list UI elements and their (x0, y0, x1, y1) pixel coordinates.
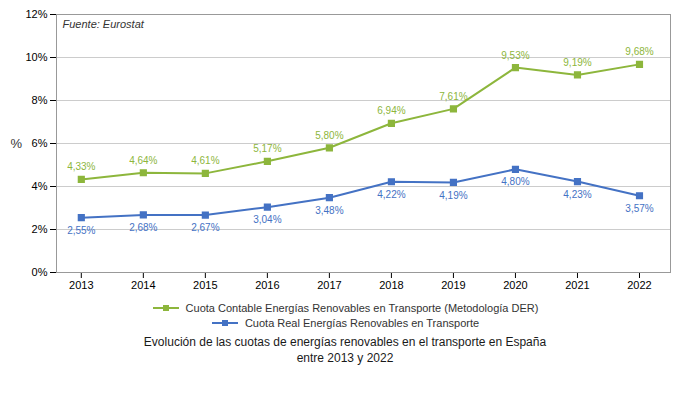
svg-text:9,53%: 9,53% (501, 50, 529, 61)
svg-text:9,19%: 9,19% (563, 57, 591, 68)
svg-text:2,55%: 2,55% (67, 225, 95, 236)
svg-text:4,61%: 4,61% (191, 155, 219, 166)
svg-text:%: % (11, 136, 23, 151)
svg-text:2%: 2% (32, 223, 48, 235)
svg-text:12%: 12% (25, 8, 47, 20)
html-text:Cuota Real Energías Renovables: Cuota Real Energías Renovables en Transp… (244, 317, 480, 329)
svg-text:4,23%: 4,23% (563, 189, 591, 200)
svg-text:0%: 0% (32, 266, 48, 278)
svg-text:4,19%: 4,19% (439, 190, 467, 201)
html-text:Cuota Contable Energías Renova: Cuota Contable Energías Renovables en Tr… (185, 302, 539, 314)
svg-text:4%: 4% (32, 180, 48, 192)
svg-text:2013: 2013 (69, 279, 93, 291)
svg-text:8%: 8% (32, 94, 48, 106)
svg-text:Fuente: Eurostat: Fuente: Eurostat (63, 18, 145, 30)
svg-text:2017: 2017 (317, 279, 341, 291)
svg-text:2018: 2018 (379, 279, 403, 291)
html-text:Evolución de las cuotas de ene: Evolución de las cuotas de energías reno… (143, 335, 547, 365)
svg-text:5,80%: 5,80% (315, 130, 343, 141)
svg-text:2,68%: 2,68% (129, 222, 157, 233)
svg-text:2020: 2020 (503, 279, 527, 291)
svg-text:10%: 10% (25, 51, 47, 63)
svg-text:2014: 2014 (131, 279, 155, 291)
svg-text:2015: 2015 (193, 279, 217, 291)
svg-text:4,64%: 4,64% (129, 155, 157, 166)
svg-text:2016: 2016 (255, 279, 279, 291)
svg-text:9,68%: 9,68% (625, 46, 653, 57)
svg-text:3,04%: 3,04% (253, 214, 281, 225)
svg-text:2019: 2019 (441, 279, 465, 291)
svg-text:2022: 2022 (627, 279, 651, 291)
svg-text:5,17%: 5,17% (253, 143, 281, 154)
svg-text:4,80%: 4,80% (501, 176, 529, 187)
svg-text:7,61%: 7,61% (439, 91, 467, 102)
svg-text:6%: 6% (32, 137, 48, 149)
svg-text:3,57%: 3,57% (625, 203, 653, 214)
svg-text:4,33%: 4,33% (67, 161, 95, 172)
svg-text:2,67%: 2,67% (191, 222, 219, 233)
svg-text:4,22%: 4,22% (377, 189, 405, 200)
svg-text:3,48%: 3,48% (315, 205, 343, 216)
svg-text:2021: 2021 (565, 279, 589, 291)
svg-text:6,94%: 6,94% (377, 105, 405, 116)
